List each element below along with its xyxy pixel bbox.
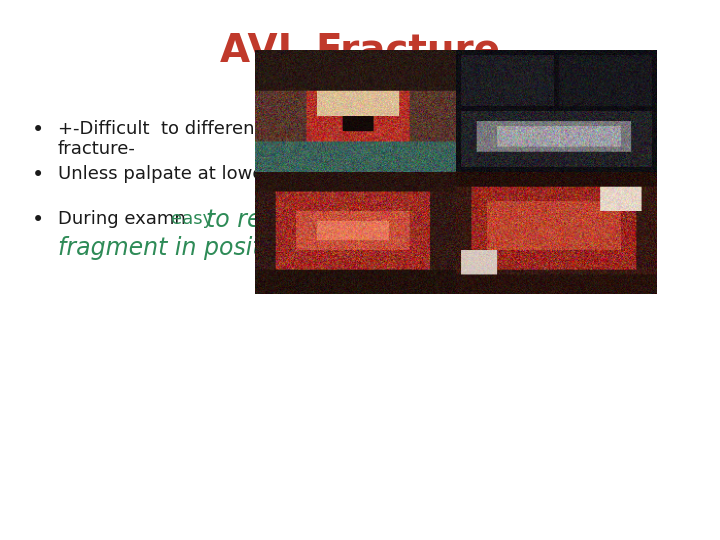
Text: AVL Fracture: AVL Fracture	[220, 31, 500, 69]
Text: Unless palpate at lower border of mandible.: Unless palpate at lower border of mandib…	[58, 165, 455, 183]
Text: easy: easy	[171, 210, 219, 228]
Text: fragment in position-better prognosis.: fragment in position-better prognosis.	[58, 236, 508, 260]
Text: fracture-: fracture-	[58, 140, 136, 158]
Text: •: •	[32, 165, 44, 185]
Text: •: •	[32, 210, 44, 230]
Text: During examn: During examn	[58, 210, 192, 228]
Text: to reposition the alveolar fracture: to reposition the alveolar fracture	[206, 208, 606, 232]
Text: +-Difficult  to differentiate alveolar fracture from symphysis: +-Difficult to differentiate alveolar fr…	[58, 120, 600, 138]
Text: •: •	[32, 120, 44, 140]
